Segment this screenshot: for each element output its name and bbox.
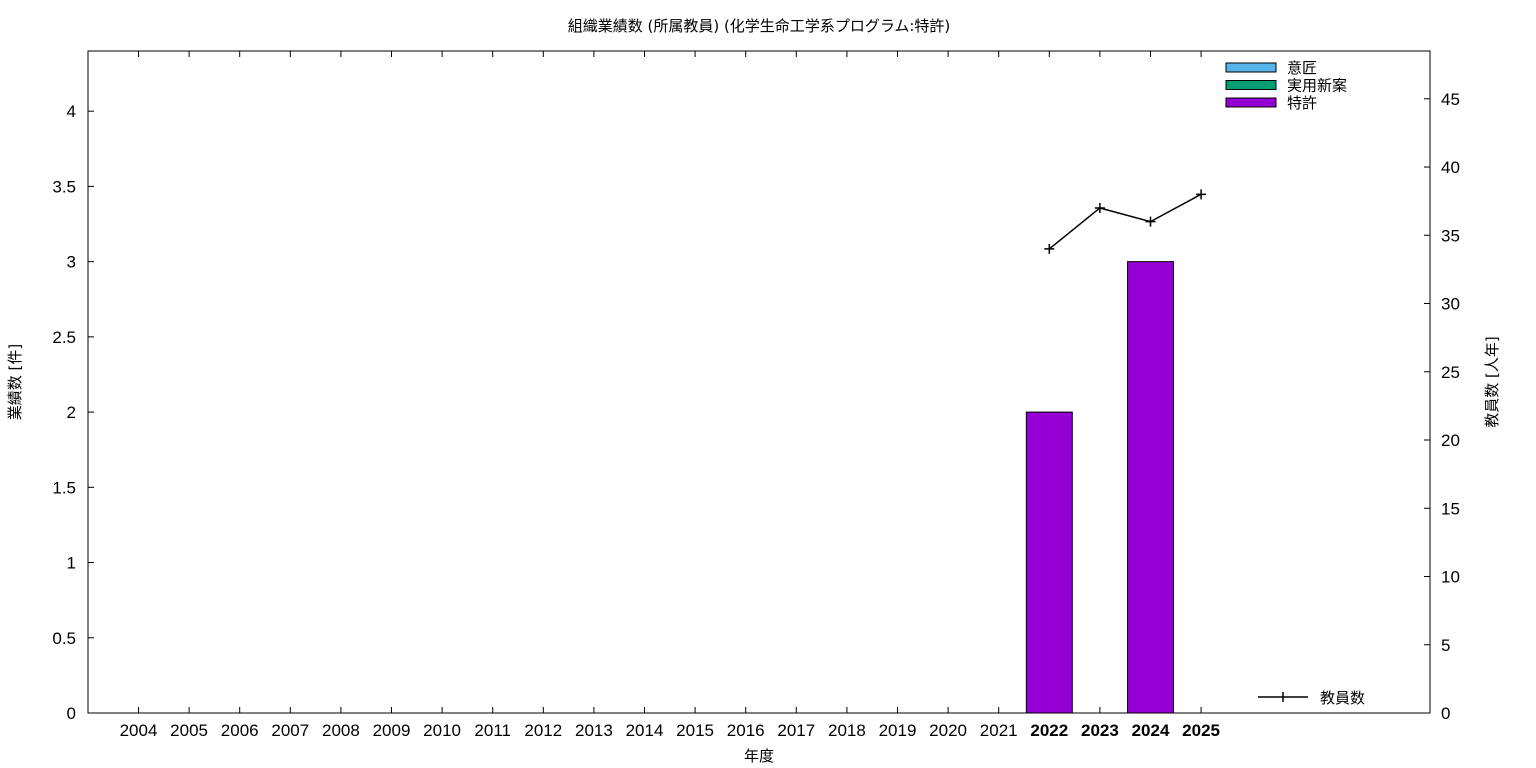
y-axis-label: 業績数 [件] [6, 344, 24, 420]
y2-tick-label: 40 [1441, 158, 1460, 177]
line-point-marker [1196, 189, 1207, 200]
x-tick-label: 2011 [474, 721, 511, 740]
bar [1025, 411, 1073, 714]
y-tick-label: 2 [67, 403, 76, 422]
legend-swatch [1225, 62, 1277, 73]
x-tick-label: 2020 [929, 721, 967, 740]
line-point-marker [1044, 243, 1055, 254]
x-axis-label: 年度 [744, 747, 774, 765]
x-tick-label: 2022 [1030, 721, 1068, 740]
bar [1127, 261, 1174, 714]
x-tick-label: 2017 [777, 721, 815, 740]
line-point-marker [1094, 202, 1105, 213]
y-tick-label: 0.5 [52, 629, 76, 648]
y2-tick-label: 20 [1441, 431, 1460, 450]
x-tick-label: 2016 [727, 721, 765, 740]
x-tick-label: 2014 [626, 721, 664, 740]
y2-tick-label: 25 [1441, 363, 1460, 382]
y-tick-label: 3.5 [52, 177, 76, 196]
x-tick-label: 2007 [271, 721, 309, 740]
line-point-marker [1145, 216, 1156, 227]
y2-tick-label: 45 [1441, 90, 1460, 109]
legend-label: 意匠 [1287, 59, 1317, 77]
x-tick-label: 2010 [423, 721, 461, 740]
y2-tick-label: 0 [1441, 704, 1450, 723]
x-tick-label: 2018 [828, 721, 866, 740]
legend-line-label: 教員数 [1320, 689, 1365, 707]
y-tick-label: 2.5 [52, 328, 76, 347]
x-tick-label: 2013 [575, 721, 613, 740]
x-tick-label: 2012 [524, 721, 562, 740]
x-tick-label: 2021 [980, 721, 1018, 740]
plot-frame [87, 50, 1431, 714]
x-tick-label: 2024 [1132, 721, 1170, 740]
x-tick-label: 2015 [676, 721, 714, 740]
x-tick-label: 2008 [322, 721, 360, 740]
x-tick-label: 2006 [221, 721, 259, 740]
y-tick-label: 0 [67, 704, 76, 723]
x-tick-label: 2025 [1182, 721, 1220, 740]
y2-tick-label: 15 [1441, 499, 1460, 518]
y2-tick-label: 5 [1441, 636, 1450, 655]
y2-axis-label: 教員数 [人年] [1483, 336, 1501, 427]
y-tick-label: 1 [67, 554, 76, 573]
y-tick-label: 3 [67, 253, 76, 272]
x-tick-label: 2009 [373, 721, 411, 740]
legend-swatch [1225, 80, 1277, 90]
legend-label: 実用新案 [1287, 77, 1347, 95]
legend-label: 特許 [1287, 94, 1317, 112]
x-tick-label: 2019 [879, 721, 917, 740]
x-tick-label: 2005 [170, 721, 208, 740]
y2-tick-label: 35 [1441, 226, 1460, 245]
y-tick-label: 1.5 [52, 478, 76, 497]
line-series-path [1048, 193, 1202, 250]
x-tick-label: 2004 [120, 721, 158, 740]
x-tick-label: 2023 [1081, 721, 1119, 740]
y2-tick-label: 10 [1441, 568, 1460, 587]
legend-swatch [1225, 97, 1277, 108]
y-tick-label: 4 [67, 102, 76, 121]
y2-tick-label: 30 [1441, 295, 1460, 314]
chart-title: 組織業績数 (所属教員) (化学生命工学系プログラム:特許) [568, 17, 951, 35]
